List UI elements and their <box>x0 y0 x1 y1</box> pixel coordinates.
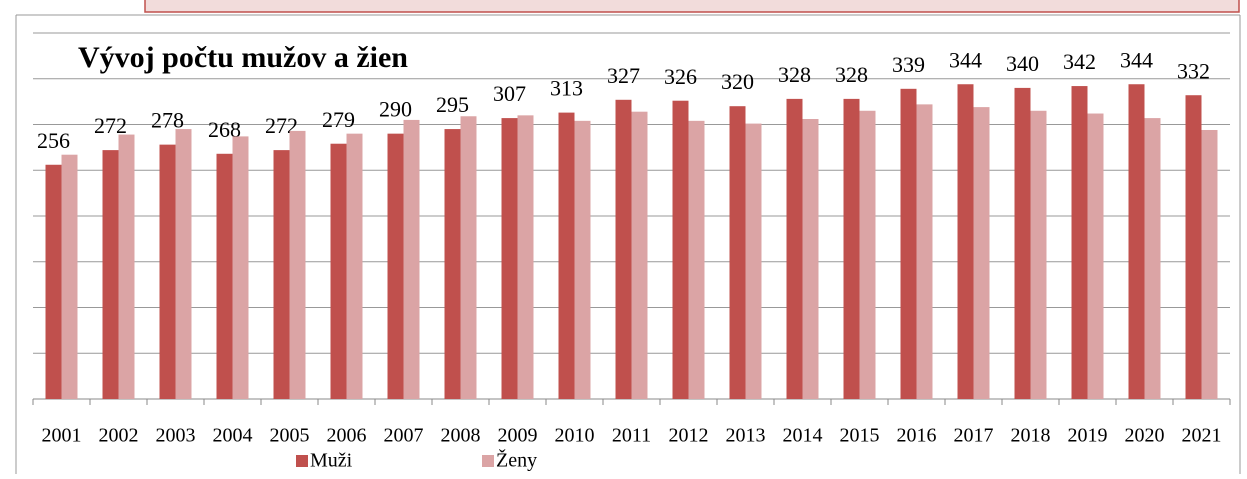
x-tick-label: 2012 <box>669 425 709 447</box>
bar <box>1144 118 1161 399</box>
data-label: 278 <box>151 108 184 133</box>
x-tick-label: 2006 <box>327 425 367 447</box>
bar <box>786 98 803 399</box>
bar <box>175 129 192 399</box>
bar <box>973 107 990 400</box>
x-tick-label: 2018 <box>1011 425 1051 447</box>
x-tick-label: 2021 <box>1182 425 1222 447</box>
x-tick-label: 2008 <box>441 425 481 447</box>
bar <box>957 84 974 400</box>
bar <box>1030 110 1047 400</box>
data-label: 313 <box>550 76 583 101</box>
x-tick-label: 2010 <box>555 425 595 447</box>
bar <box>216 153 233 399</box>
x-tick-label: 2011 <box>612 425 651 447</box>
data-label: 307 <box>493 81 526 106</box>
bar <box>1201 129 1218 400</box>
bar <box>745 123 762 400</box>
data-label: 344 <box>1120 47 1153 72</box>
header-box <box>144 0 1240 13</box>
bar <box>330 143 347 399</box>
bar <box>460 116 477 399</box>
chart-title: Vývoj počtu mužov a žien <box>78 41 408 74</box>
data-label: 328 <box>835 62 868 87</box>
x-tick-label: 2013 <box>726 425 766 447</box>
x-tick-label: 2014 <box>783 425 823 447</box>
x-tick-label: 2016 <box>897 425 937 447</box>
data-label: 295 <box>436 92 469 117</box>
bar <box>501 118 518 399</box>
bar <box>444 129 461 399</box>
bar <box>517 115 534 399</box>
bar <box>558 112 575 399</box>
bar <box>403 119 420 400</box>
bar <box>159 144 176 399</box>
bar <box>273 150 290 399</box>
bar <box>574 120 591 399</box>
x-tick-label: 2003 <box>156 425 196 447</box>
bar <box>346 133 363 399</box>
x-tick-label: 2017 <box>954 425 994 447</box>
data-label: 290 <box>379 97 412 122</box>
bar <box>232 136 249 399</box>
x-tick-label: 2009 <box>498 425 538 447</box>
x-tick-label: 2015 <box>840 425 880 447</box>
legend-swatch <box>296 455 308 467</box>
x-tick-label: 2019 <box>1068 425 1108 447</box>
bar <box>61 154 78 399</box>
bar <box>729 106 746 399</box>
data-label: 327 <box>607 63 640 88</box>
x-tick-label: 2002 <box>99 425 139 447</box>
bar <box>118 134 135 399</box>
bar <box>1128 84 1145 400</box>
bar <box>387 133 404 399</box>
bar <box>900 88 917 399</box>
bar <box>916 104 933 400</box>
bar <box>631 111 648 399</box>
legend-swatch <box>482 455 494 467</box>
bar <box>672 100 689 400</box>
data-label: 344 <box>949 47 982 72</box>
x-tick-label: 2005 <box>270 425 310 447</box>
bar <box>45 164 62 399</box>
data-label: 332 <box>1177 58 1210 83</box>
bar <box>859 110 876 400</box>
data-label: 340 <box>1006 51 1039 76</box>
bar <box>102 150 119 399</box>
bar <box>802 119 819 399</box>
bar <box>289 130 306 399</box>
bar <box>1185 95 1202 399</box>
legend-label: Ženy <box>496 449 537 472</box>
bar <box>1071 86 1088 399</box>
data-label: 272 <box>94 113 127 138</box>
data-label: 279 <box>322 107 355 132</box>
data-label: 320 <box>721 69 754 94</box>
bar <box>615 99 632 400</box>
data-label: 342 <box>1063 49 1096 74</box>
data-label: 256 <box>37 128 70 153</box>
bar <box>843 98 860 399</box>
x-tick-label: 2020 <box>1125 425 1165 447</box>
x-tick-label: 2007 <box>384 425 424 447</box>
bar <box>688 120 705 399</box>
x-tick-label: 2001 <box>42 425 82 447</box>
bar <box>1087 113 1104 400</box>
data-label: 339 <box>892 52 925 77</box>
legend-label: Muži <box>310 450 353 472</box>
x-tick-label: 2004 <box>213 425 253 447</box>
bar <box>1014 87 1031 400</box>
data-label: 328 <box>778 62 811 87</box>
data-label: 326 <box>664 64 697 89</box>
